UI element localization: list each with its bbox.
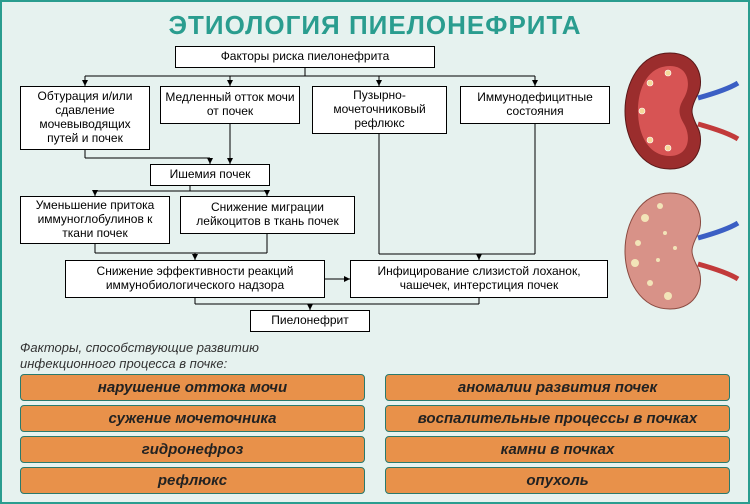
factor-item: аномалии развития почек xyxy=(385,374,730,401)
factor-item: воспалительные процессы в почках xyxy=(385,405,730,432)
factor-item: опухоль xyxy=(385,467,730,494)
factor-item: гидронефроз xyxy=(20,436,365,463)
node-immunodef: Иммунодефицитные состояния xyxy=(460,86,610,124)
node-infection: Инфицирование слизистой лоханок, чашечек… xyxy=(350,260,608,298)
node-slow-outflow: Медленный отток мочи от почек xyxy=(160,86,300,124)
node-root: Факторы риска пиелонефрита xyxy=(175,46,435,68)
kidney-cross-section-illustration xyxy=(620,48,740,174)
flowchart-area: Факторы риска пиелонефрита Обтурация и/и… xyxy=(20,46,610,336)
node-obstruction: Обтурация и/или сдавление мочевыводящих … xyxy=(20,86,150,150)
factor-item: рефлюкс xyxy=(20,467,365,494)
node-reflux: Пузырно-мочеточниковый рефлюкс xyxy=(312,86,447,134)
node-immunoglobulin-decrease: Уменьшение притока иммуноглобулинов к тк… xyxy=(20,196,170,244)
node-pyelonephritis: Пиелонефрит xyxy=(250,310,370,332)
factors-subtitle: Факторы, способствующие развитиюинфекцио… xyxy=(20,340,259,373)
factors-right-column: аномалии развития почек воспалительные п… xyxy=(385,374,730,494)
node-ischemia: Ишемия почек xyxy=(150,164,270,186)
node-surveillance-decrease: Снижение эффективности реакций иммунобио… xyxy=(65,260,325,298)
factor-item: нарушение оттока мочи xyxy=(20,374,365,401)
kidney-whole-illustration xyxy=(620,188,740,314)
factor-item: камни в почках xyxy=(385,436,730,463)
factors-left-column: нарушение оттока мочи сужение мочеточник… xyxy=(20,374,365,494)
factor-columns: нарушение оттока мочи сужение мочеточник… xyxy=(20,374,730,494)
node-leukocyte-decrease: Снижение миграции лейкоцитов в ткань поч… xyxy=(180,196,355,234)
factor-item: сужение мочеточника xyxy=(20,405,365,432)
page-title: ЭТИОЛОГИЯ ПИЕЛОНЕФРИТА xyxy=(2,2,748,45)
